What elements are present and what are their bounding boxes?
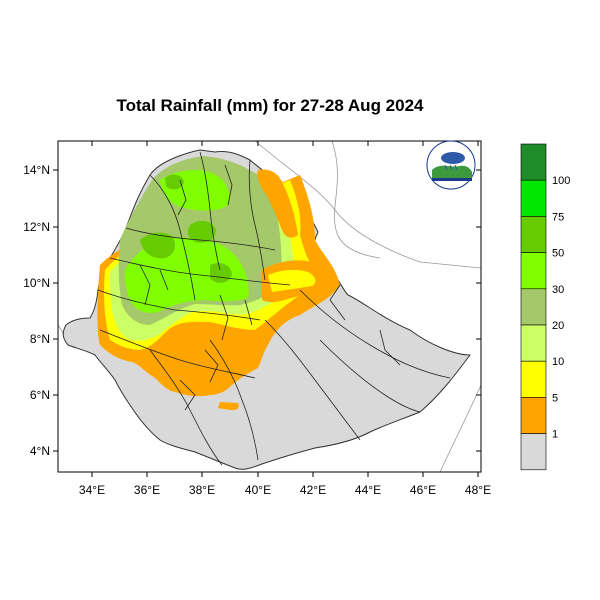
lon-tick-label: 46°E bbox=[410, 483, 436, 497]
legend-label: 10 bbox=[552, 356, 564, 368]
lon-tick-label: 34°E bbox=[79, 483, 105, 497]
lat-tick-label: 10°N bbox=[23, 276, 50, 290]
legend-swatch bbox=[520, 216, 547, 253]
legend-swatch bbox=[520, 143, 547, 181]
rain-zone-1-5-ne bbox=[257, 169, 298, 238]
lon-tick-label: 44°E bbox=[355, 483, 381, 497]
legend-swatch bbox=[520, 179, 547, 217]
rain-zone-5-10-east bbox=[268, 269, 316, 292]
rainfall-legend: 100 75 50 30 20 10 5 1 bbox=[520, 143, 570, 471]
lat-tick-label: 14°N bbox=[23, 163, 50, 177]
legend-swatch bbox=[520, 397, 547, 434]
lon-tick-label: 38°E bbox=[189, 483, 215, 497]
legend-label: 20 bbox=[552, 320, 564, 332]
legend-swatch bbox=[520, 360, 547, 398]
rain-zone-50-75-d bbox=[165, 174, 184, 190]
legend-swatch bbox=[520, 324, 547, 362]
legend-label: 1 bbox=[552, 429, 558, 441]
lat-tick-label: 6°N bbox=[30, 388, 50, 402]
legend-swatch bbox=[520, 252, 547, 290]
lon-tick-label: 40°E bbox=[245, 483, 271, 497]
lat-tick-label: 12°N bbox=[23, 220, 50, 234]
rain-zone-50-75 bbox=[140, 232, 176, 259]
longitude-axis: 34°E 36°E 38°E 40°E 42°E 44°E 46°E 48°E bbox=[79, 141, 491, 497]
latitude-axis: 14°N 12°N 10°N 8°N 6°N 4°N bbox=[23, 163, 481, 458]
legend-label: 5 bbox=[552, 392, 558, 404]
lon-tick-label: 42°E bbox=[300, 483, 326, 497]
legend-label: 100 bbox=[552, 175, 570, 187]
lon-tick-label: 48°E bbox=[465, 483, 491, 497]
lat-tick-label: 8°N bbox=[30, 332, 50, 346]
lat-tick-label: 4°N bbox=[30, 444, 50, 458]
map-frame bbox=[57, 140, 482, 473]
rain-zone-50-75-b bbox=[187, 220, 216, 243]
agency-logo bbox=[426, 140, 476, 190]
legend-label: 75 bbox=[552, 211, 564, 223]
legend-swatch bbox=[520, 433, 547, 471]
map-title: Total Rainfall (mm) for 27-28 Aug 2024 bbox=[116, 96, 424, 115]
legend-label: 50 bbox=[552, 248, 564, 260]
admin-boundaries bbox=[97, 151, 451, 466]
rain-zone-1-5-south bbox=[218, 402, 239, 411]
legend-swatch bbox=[520, 288, 547, 326]
lon-tick-label: 36°E bbox=[134, 483, 160, 497]
legend-label: 30 bbox=[552, 284, 564, 296]
